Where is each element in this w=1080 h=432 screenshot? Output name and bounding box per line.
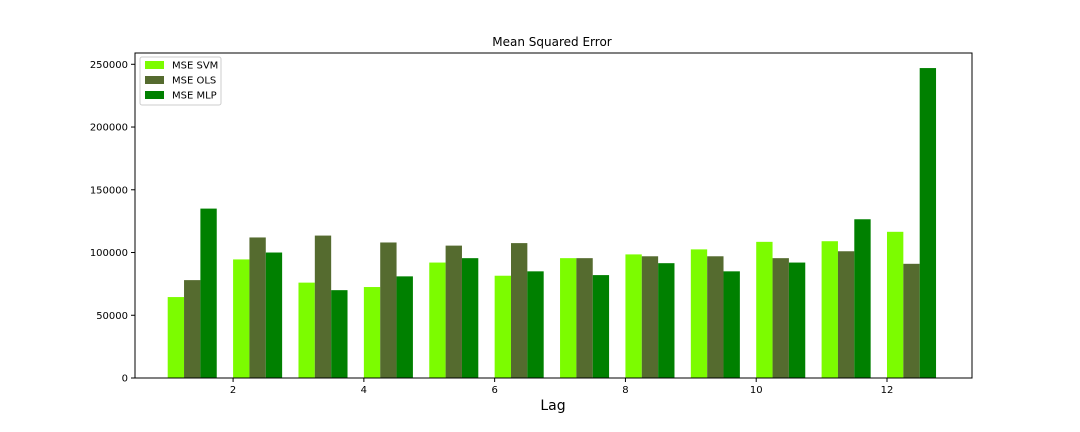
bar-mse-ols-9 [707,256,724,378]
bar-mse-ols-7 [576,258,593,378]
bar-mse-mlp-6 [527,271,544,378]
bars-group [167,68,937,378]
bar-mse-mlp-12 [919,68,937,378]
y-tick-label: 150000 [90,185,128,196]
bar-mse-ols-12 [903,263,920,378]
x-tick-label: 6 [491,385,497,396]
legend: MSE SVM MSE OLS MSE MLP [139,56,222,106]
legend-label: MSE MLP [172,91,217,102]
legend-swatch [145,91,164,99]
bar-mse-mlp-9 [723,271,740,378]
bar-mse-svm-2 [233,259,250,378]
x-tick-label: 10 [750,385,763,396]
bar-mse-ols-10 [772,258,789,378]
x-axis-label: Lag [540,398,565,414]
y-tick-label: 50000 [96,311,128,322]
bar-mse-mlp-1 [200,208,217,378]
legend-swatch [145,61,164,69]
y-tick-label: 250000 [90,60,128,71]
y-axis: 0 50000 100000 150000 200000 250000 [90,60,135,385]
bar-mse-mlp-10 [788,262,806,378]
bar-mse-svm-4 [363,287,381,378]
bar-mse-svm-10 [756,241,773,378]
bar-mse-svm-11 [821,241,838,378]
plot-frame [134,52,973,379]
x-tick-label: 12 [881,385,894,396]
x-axis: 2 4 6 8 10 12 [230,378,893,396]
bar-mse-ols-6 [511,243,528,378]
bar-mse-svm-12 [886,231,904,378]
y-tick-label: 0 [122,374,128,385]
bar-mse-svm-8 [625,254,642,378]
bar-mse-ols-5 [445,245,462,378]
bar-mse-mlp-5 [461,258,479,378]
y-tick-label: 200000 [90,123,128,134]
bar-mse-svm-3 [298,282,315,378]
bar-mse-svm-9 [690,249,708,378]
bar-mse-ols-2 [249,237,266,378]
x-tick-label: 4 [361,385,367,396]
bar-mse-mlp-3 [331,290,348,378]
bar-mse-ols-3 [314,235,332,378]
legend-label: MSE OLS [172,76,216,87]
bar-mse-ols-1 [184,280,201,378]
bar-mse-ols-8 [641,256,659,378]
bar-mse-mlp-2 [265,252,283,378]
bar-mse-mlp-8 [658,263,675,378]
chart-title: Mean Squared Error [492,35,612,49]
bar-mse-svm-6 [494,275,511,378]
bar-mse-mlp-4 [396,276,413,378]
bar-mse-mlp-7 [592,275,610,378]
bar-mse-svm-7 [560,258,577,378]
bar-mse-svm-1 [167,297,185,378]
bar-mse-ols-11 [837,251,855,378]
y-tick-label: 100000 [90,248,128,259]
bar-mse-ols-4 [380,242,397,378]
x-tick-label: 8 [622,385,628,396]
x-tick-label: 2 [230,385,236,396]
legend-swatch [145,76,164,84]
legend-label: MSE SVM [172,61,218,72]
bar-mse-mlp-11 [854,219,871,378]
bar-mse-svm-5 [429,262,446,378]
